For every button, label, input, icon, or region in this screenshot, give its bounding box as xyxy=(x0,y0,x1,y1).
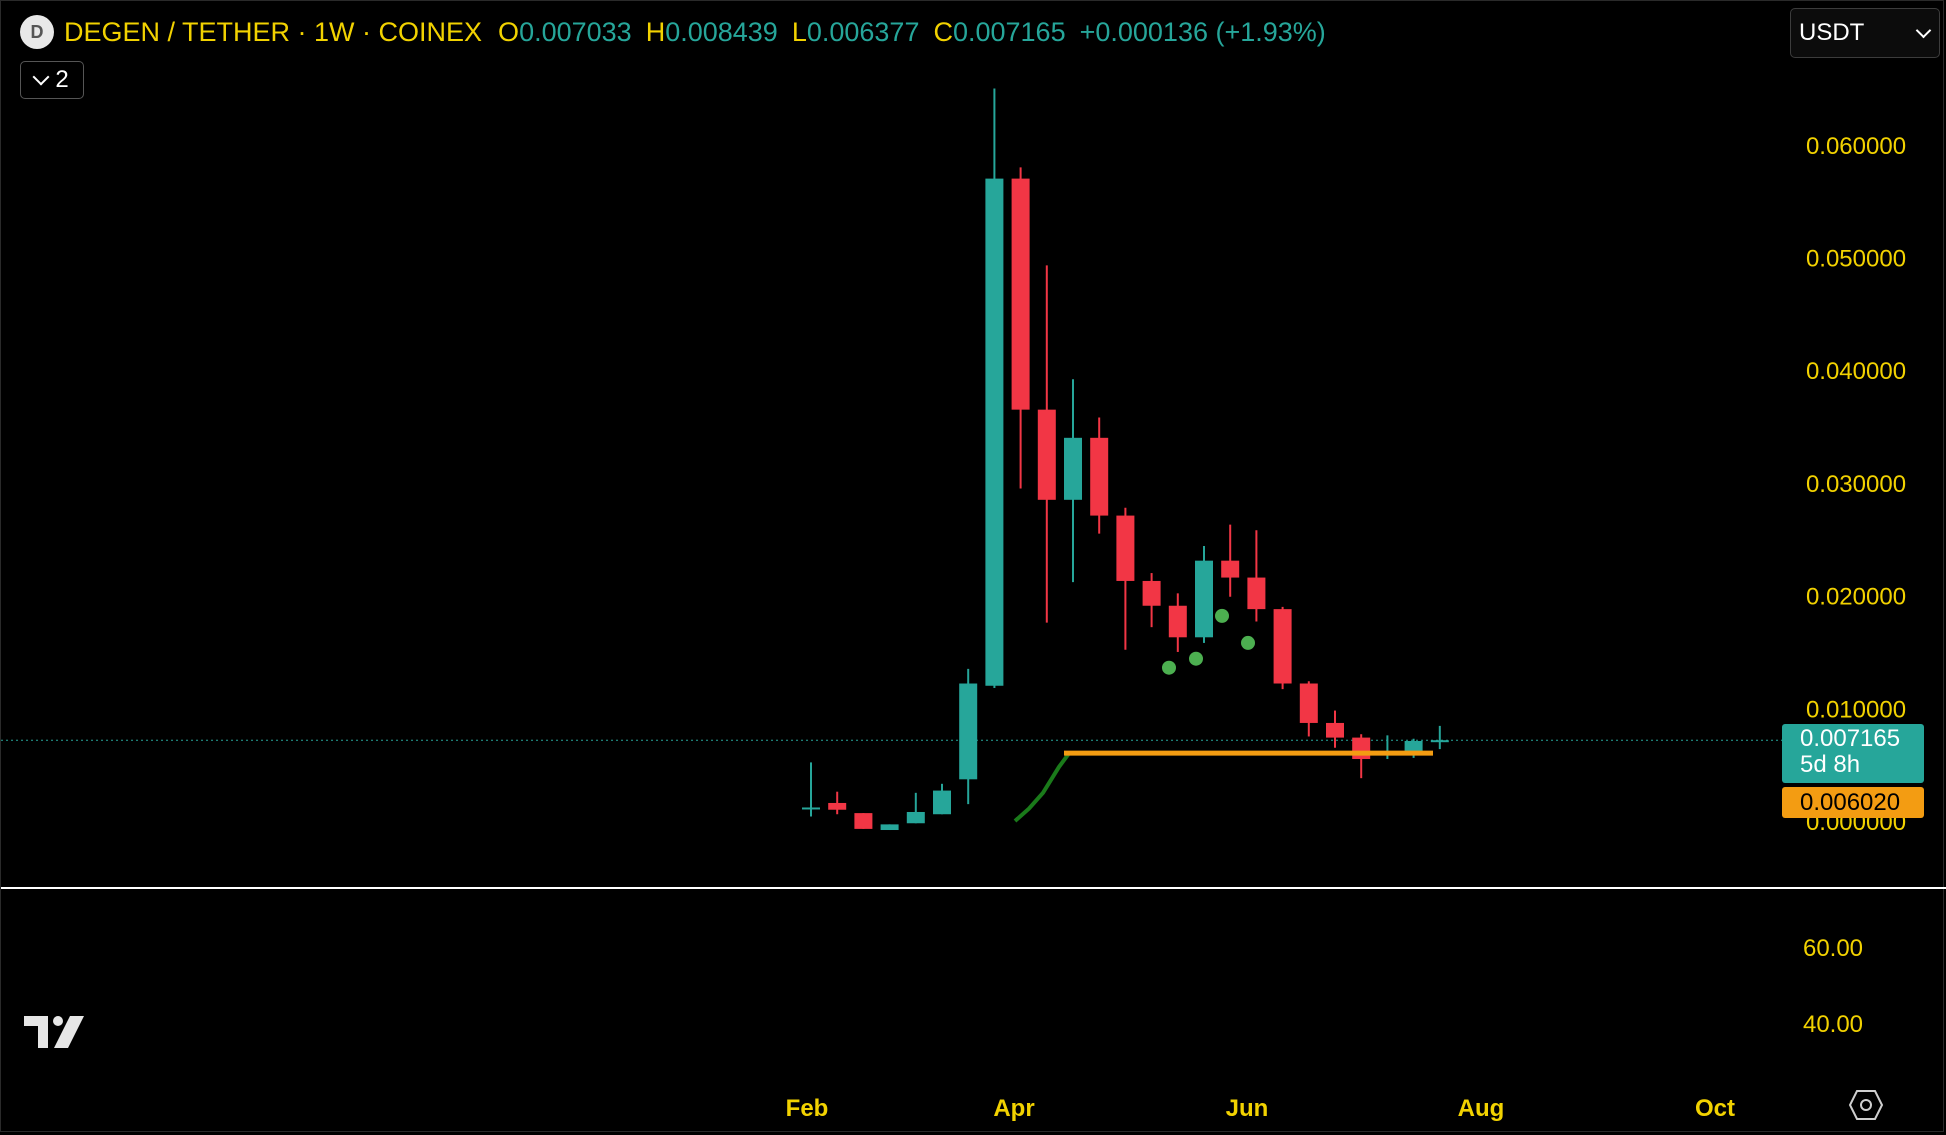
x-tick-label: Feb xyxy=(786,1095,829,1122)
low-key: L xyxy=(791,16,807,47)
candle[interactable] xyxy=(1299,681,1318,737)
candle-body xyxy=(1273,609,1292,684)
candle-body xyxy=(1142,580,1161,606)
candle[interactable] xyxy=(1168,593,1187,652)
high-key: H xyxy=(645,16,666,47)
x-tick-label: Jun xyxy=(1226,1095,1269,1122)
x-tick-label: Oct xyxy=(1695,1095,1735,1122)
candle[interactable] xyxy=(906,792,925,824)
candle[interactable] xyxy=(1352,734,1371,779)
y-tick-label: 0.050000 xyxy=(1806,246,1906,273)
candle-body xyxy=(1116,515,1135,581)
candle[interactable] xyxy=(828,791,847,815)
signal-dot xyxy=(1215,608,1229,623)
currency-value: USDT xyxy=(1799,19,1865,46)
low-value: 0.006377 xyxy=(806,16,920,47)
candle-body xyxy=(1037,409,1056,500)
candle[interactable] xyxy=(1011,167,1030,489)
candle[interactable] xyxy=(802,762,820,817)
y-tick-label: 0.030000 xyxy=(1806,471,1906,498)
candle-body xyxy=(1221,560,1240,578)
candle[interactable] xyxy=(1221,524,1240,597)
symbol-logo-icon: D xyxy=(20,15,54,49)
candle-body xyxy=(1404,740,1423,754)
y-tick-label: 0.020000 xyxy=(1806,584,1906,611)
candle[interactable] xyxy=(1116,507,1135,650)
y-tick-label: 0.040000 xyxy=(1806,358,1906,385)
chevron-down-icon xyxy=(1915,22,1932,38)
change-value: +0.000136 (+1.93%) xyxy=(1079,16,1326,47)
symbol-title[interactable]: DEGEN / TETHER · 1W · COINEX xyxy=(64,16,483,47)
bar-countdown: 5d 8h xyxy=(1800,751,1861,778)
candle[interactable] xyxy=(1064,379,1082,583)
candle[interactable] xyxy=(985,88,1004,689)
candle-body xyxy=(1247,577,1266,610)
candle-body xyxy=(1064,437,1082,500)
candle[interactable] xyxy=(880,824,899,831)
last-price-tag: 0.007165 5d 8h xyxy=(1782,724,1924,783)
x-tick-label: Aug xyxy=(1458,1095,1505,1122)
indicator-price-value: 0.006020 xyxy=(1800,789,1901,816)
candle-body xyxy=(1326,722,1344,738)
sub-y-tick-label: 40.00 xyxy=(1803,1011,1863,1038)
sub-y-tick-label: 60.00 xyxy=(1803,935,1863,962)
signal-dot xyxy=(1241,635,1255,650)
candle[interactable] xyxy=(1195,546,1213,643)
signal-dot xyxy=(1162,660,1176,675)
sub-pane-axis: 60.00 40.00 xyxy=(1803,935,1863,1038)
candle[interactable] xyxy=(854,813,873,829)
indicators-toggle-button[interactable]: 2 xyxy=(20,61,84,99)
candlestick-series[interactable] xyxy=(802,88,1449,831)
candle[interactable] xyxy=(1273,606,1292,690)
candle-body xyxy=(1299,683,1318,723)
candle-body xyxy=(1011,178,1030,410)
candle-body xyxy=(802,807,820,810)
y-axis: 0.060000 0.050000 0.040000 0.030000 0.020000… xyxy=(1806,133,1906,836)
open-value: 0.007033 xyxy=(519,16,632,47)
x-tick-label: Apr xyxy=(993,1095,1034,1122)
high-value: 0.008439 xyxy=(665,16,778,47)
x-axis: Feb Apr Jun Aug Oct xyxy=(786,1095,1735,1122)
close-value: 0.007165 xyxy=(952,16,1066,47)
candle[interactable] xyxy=(933,783,951,815)
candle[interactable] xyxy=(959,668,978,805)
candle[interactable] xyxy=(1326,710,1344,748)
indicators-count: 2 xyxy=(55,66,69,93)
candle-body xyxy=(959,683,978,780)
currency-select[interactable]: USDT xyxy=(1790,8,1940,58)
open-key: O xyxy=(498,16,520,47)
signal-dots xyxy=(1162,608,1255,675)
candle[interactable] xyxy=(1247,530,1266,622)
candle[interactable] xyxy=(1090,417,1109,534)
candle-body xyxy=(1195,560,1213,638)
candle-body xyxy=(854,813,873,829)
candle[interactable] xyxy=(1142,573,1161,628)
chevron-down-icon xyxy=(32,68,50,86)
candle-body xyxy=(1430,740,1449,743)
indicator-price-tag: 0.006020 xyxy=(1782,787,1924,818)
candle-body xyxy=(985,178,1004,686)
settings-hexagon-icon[interactable] xyxy=(1848,1088,1884,1122)
ma-line xyxy=(1013,752,1071,823)
candle-body xyxy=(880,824,899,831)
candle-body xyxy=(1168,605,1187,638)
candle-body xyxy=(1352,737,1371,760)
candle-body xyxy=(1090,437,1109,516)
candle-body xyxy=(933,790,951,815)
signal-dot xyxy=(1189,651,1203,666)
symbol-legend: D DEGEN / TETHER · 1W · COINEX O 0.00703… xyxy=(20,14,1326,50)
last-price-value: 0.007165 xyxy=(1800,725,1901,752)
tradingview-logo-icon[interactable] xyxy=(22,1012,88,1052)
candle[interactable] xyxy=(1037,265,1056,623)
candle-body xyxy=(828,802,847,810)
y-tick-label: 0.060000 xyxy=(1806,133,1906,160)
candle-body xyxy=(906,811,925,824)
close-key: C xyxy=(933,16,953,47)
candle[interactable] xyxy=(1430,725,1449,750)
y-tick-label: 0.010000 xyxy=(1806,696,1906,723)
